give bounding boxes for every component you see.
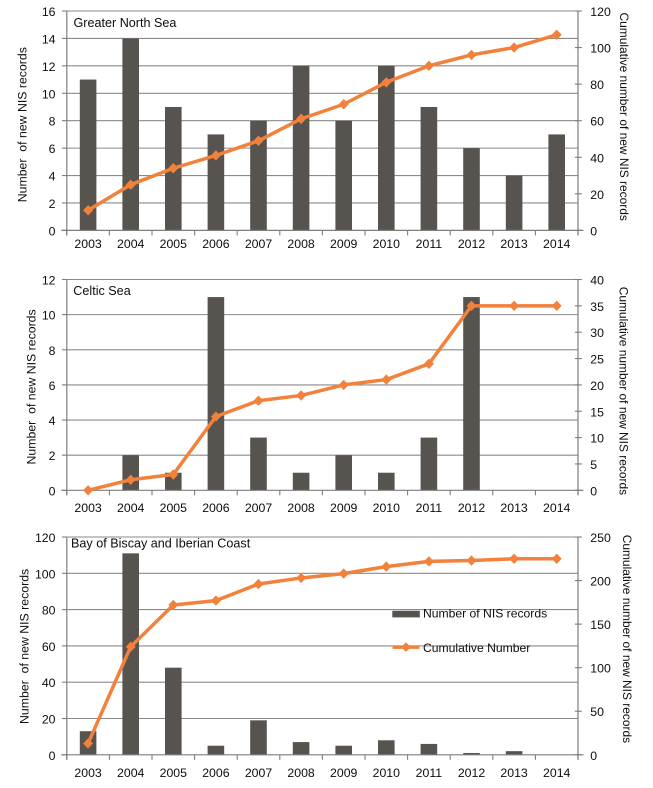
svg-text:6: 6 [49,142,56,156]
svg-text:6: 6 [49,379,56,393]
svg-text:Bay of Biscay and Iberian Coas: Bay of Biscay and Iberian Coast [71,537,251,551]
svg-text:12: 12 [42,274,56,288]
svg-text:2004: 2004 [117,237,145,251]
svg-text:Number of new NIS records: Number of new NIS records [24,309,38,464]
svg-text:2010: 2010 [373,501,401,515]
svg-text:Celtic Sea: Celtic Sea [73,284,130,298]
svg-text:2005: 2005 [160,501,188,515]
svg-text:50: 50 [590,705,604,719]
svg-text:2012: 2012 [458,237,486,251]
svg-text:Cumulative Number: Cumulative Number [423,641,530,655]
svg-text:0: 0 [590,224,597,238]
svg-text:5: 5 [590,458,597,472]
svg-text:8: 8 [49,344,56,358]
svg-text:0: 0 [590,484,597,498]
svg-text:Greater North Sea: Greater North Sea [74,16,177,30]
svg-text:0: 0 [590,749,597,763]
svg-text:Number of new NIS records: Number of new NIS records [17,569,31,724]
svg-text:2011: 2011 [416,237,443,251]
svg-text:15: 15 [590,405,604,419]
svg-text:30: 30 [590,326,604,340]
svg-text:2003: 2003 [74,237,102,251]
svg-text:Cumulative number of new NIS r: Cumulative number of new NIS records [617,287,631,495]
svg-text:4: 4 [49,170,56,184]
svg-text:20: 20 [42,713,56,727]
svg-text:25: 25 [590,353,604,367]
svg-text:2009: 2009 [330,766,358,780]
svg-text:35: 35 [590,300,604,314]
svg-text:2011: 2011 [416,766,443,780]
svg-text:2006: 2006 [202,501,230,515]
svg-text:2007: 2007 [245,501,273,515]
svg-text:2: 2 [49,197,56,211]
svg-text:80: 80 [42,604,56,618]
svg-text:2007: 2007 [245,766,273,780]
svg-text:2012: 2012 [458,766,486,780]
svg-text:8: 8 [49,115,56,129]
svg-text:14: 14 [42,32,56,46]
svg-text:120: 120 [590,5,611,19]
svg-text:2004: 2004 [117,766,145,780]
svg-text:2009: 2009 [330,501,358,515]
svg-text:2010: 2010 [373,237,401,251]
svg-text:2005: 2005 [160,766,188,780]
svg-text:60: 60 [42,640,56,654]
svg-text:100: 100 [35,567,56,581]
svg-text:0: 0 [49,484,56,498]
svg-text:2008: 2008 [287,766,315,780]
svg-text:Cumulative number of new NIS r: Cumulative number of new NIS records [617,13,631,221]
svg-text:120: 120 [35,531,56,545]
svg-text:40: 40 [590,151,604,165]
svg-text:2009: 2009 [330,237,358,251]
svg-text:2014: 2014 [543,501,571,515]
svg-text:80: 80 [590,78,604,92]
svg-text:60: 60 [590,115,604,129]
svg-text:2003: 2003 [74,501,102,515]
svg-text:2008: 2008 [287,501,315,515]
svg-text:2014: 2014 [543,237,571,251]
svg-text:2013: 2013 [500,501,528,515]
svg-text:40: 40 [42,676,56,690]
svg-text:150: 150 [590,618,611,632]
svg-text:100: 100 [590,662,611,676]
svg-text:10: 10 [42,309,56,323]
svg-text:20: 20 [590,188,604,202]
svg-text:0: 0 [49,749,56,763]
svg-text:16: 16 [42,5,56,19]
svg-text:4: 4 [49,414,56,428]
svg-text:2: 2 [49,449,56,463]
svg-text:Number of NIS records: Number of NIS records [423,606,547,620]
svg-text:2014: 2014 [543,766,571,780]
svg-text:10: 10 [590,432,604,446]
svg-text:2006: 2006 [202,766,230,780]
svg-text:Number of new NIS records: Number of new NIS records [15,47,29,202]
svg-text:2013: 2013 [500,237,528,251]
svg-text:2007: 2007 [245,237,273,251]
svg-text:40: 40 [590,274,604,288]
svg-text:2012: 2012 [458,501,486,515]
svg-text:250: 250 [590,531,611,545]
svg-text:2008: 2008 [287,237,315,251]
svg-text:20: 20 [590,379,604,393]
svg-text:2003: 2003 [74,766,102,780]
svg-text:2006: 2006 [202,237,230,251]
svg-text:12: 12 [42,60,56,74]
svg-text:10: 10 [42,87,56,101]
svg-text:2011: 2011 [416,501,443,515]
svg-text:200: 200 [590,575,611,589]
svg-text:2004: 2004 [117,501,145,515]
svg-text:0: 0 [49,224,56,238]
svg-text:Cumulative number of new NIS r: Cumulative number of new NIS records [620,535,634,743]
svg-text:2013: 2013 [500,766,528,780]
svg-text:2010: 2010 [373,766,401,780]
svg-text:2005: 2005 [160,237,188,251]
svg-text:100: 100 [590,42,611,56]
